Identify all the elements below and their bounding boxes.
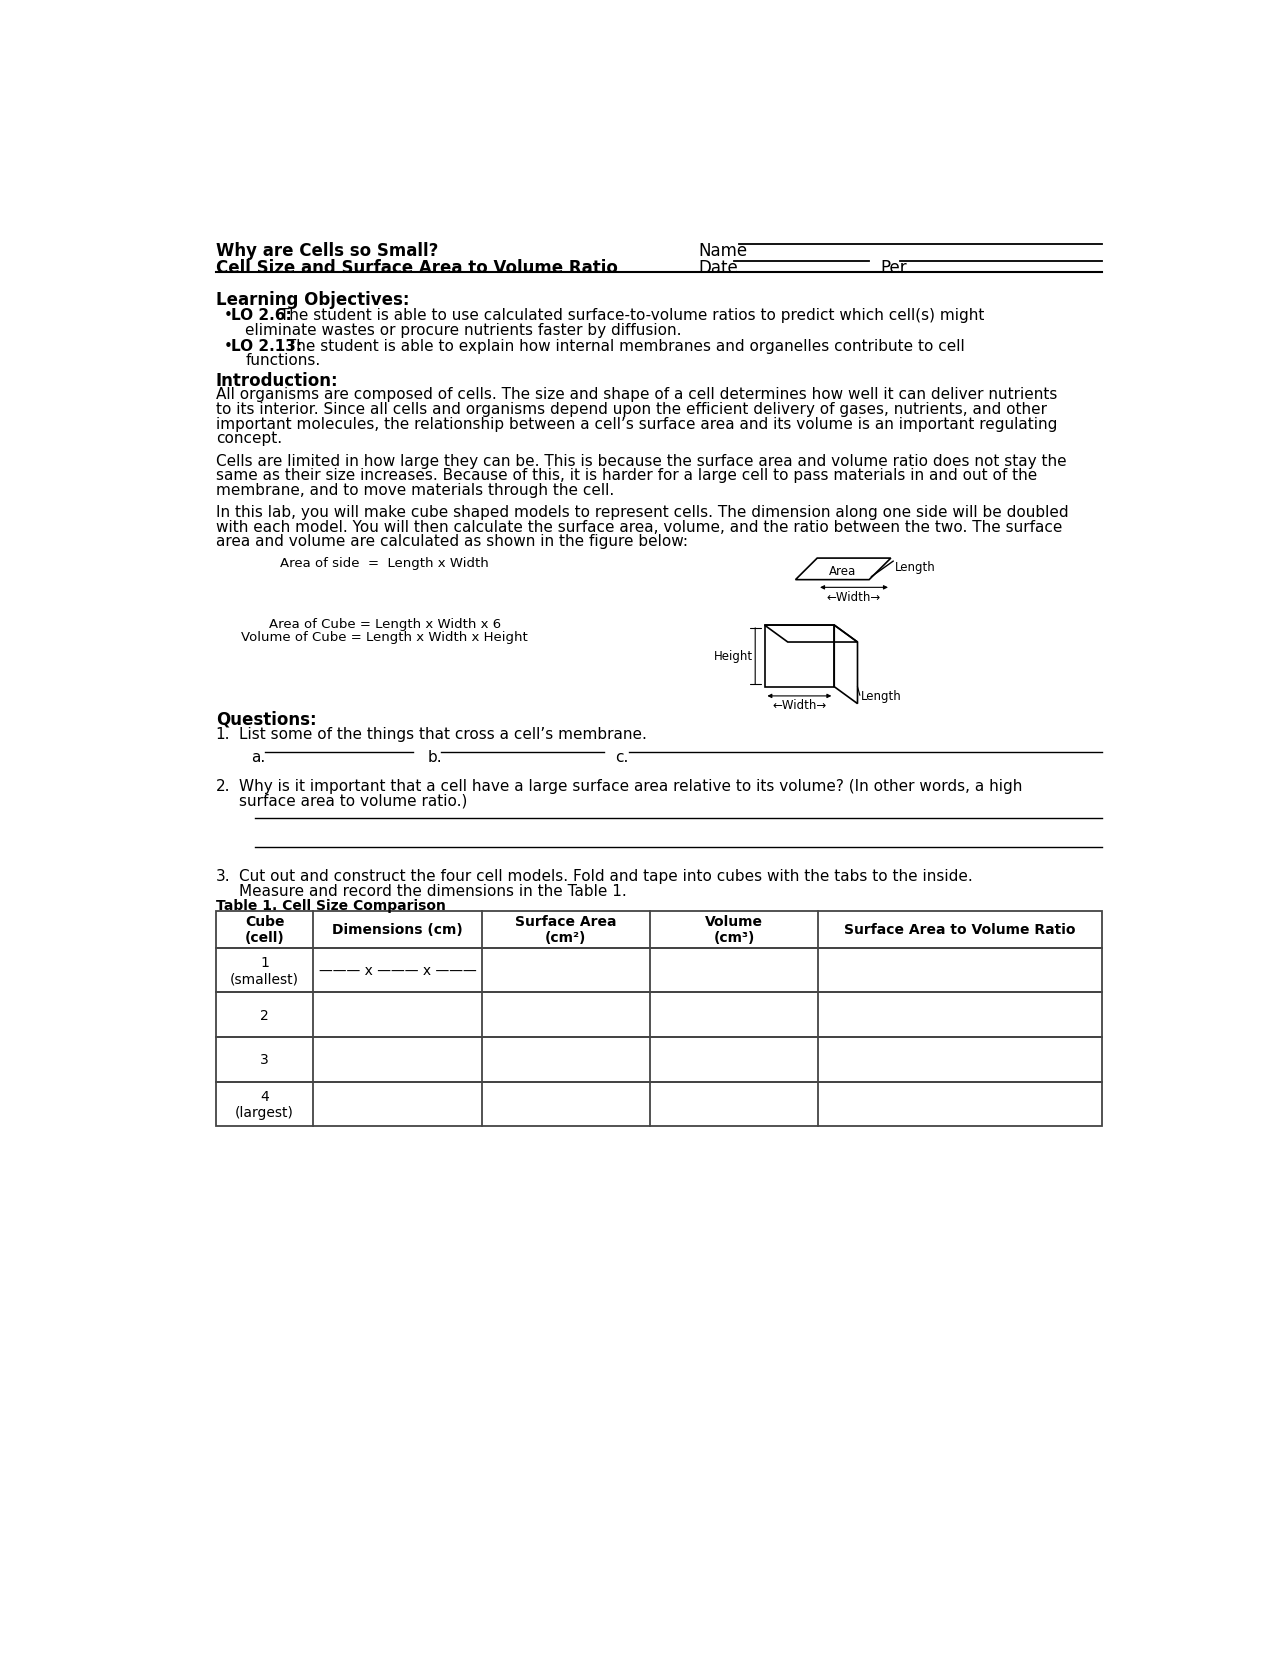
Bar bbox=[216, 1038, 1102, 1082]
Text: In this lab, you will make cube shaped models to represent cells. The dimension : In this lab, you will make cube shaped m… bbox=[216, 505, 1069, 520]
Text: Date: Date bbox=[699, 258, 739, 276]
Text: a.: a. bbox=[251, 750, 265, 765]
Text: List some of the things that cross a cell’s membrane.: List some of the things that cross a cel… bbox=[239, 727, 646, 741]
Text: Volume
(cm³): Volume (cm³) bbox=[705, 915, 763, 945]
Text: 2: 2 bbox=[260, 1008, 269, 1023]
Text: 4
(largest): 4 (largest) bbox=[236, 1089, 294, 1119]
Text: Area: Area bbox=[829, 564, 856, 578]
Bar bbox=[216, 912, 1102, 948]
Text: •: • bbox=[224, 308, 233, 323]
Text: All organisms are composed of cells. The size and shape of a cell determines how: All organisms are composed of cells. The… bbox=[216, 387, 1057, 402]
Text: Measure and record the dimensions in the Table 1.: Measure and record the dimensions in the… bbox=[239, 884, 627, 899]
Text: Cells are limited in how large they can be. This is because the surface area and: Cells are limited in how large they can … bbox=[216, 453, 1066, 468]
Text: Length: Length bbox=[860, 688, 901, 702]
Bar bbox=[216, 1082, 1102, 1127]
Text: 2.: 2. bbox=[216, 780, 230, 794]
Text: Per: Per bbox=[879, 258, 906, 276]
Text: ←Width→: ←Width→ bbox=[827, 591, 881, 604]
Text: surface area to volume ratio.): surface area to volume ratio.) bbox=[239, 793, 467, 808]
Text: same as their size increases. Because of this, it is harder for a large cell to : same as their size increases. Because of… bbox=[216, 468, 1037, 483]
Text: membrane, and to move materials through the cell.: membrane, and to move materials through … bbox=[216, 483, 614, 498]
Text: 1.: 1. bbox=[216, 727, 230, 741]
Text: Introduction:: Introduction: bbox=[216, 372, 338, 389]
Text: to its interior. Since all cells and organisms depend upon the efficient deliver: to its interior. Since all cells and org… bbox=[216, 402, 1047, 417]
Text: b.: b. bbox=[428, 750, 442, 765]
Text: ←Width→: ←Width→ bbox=[772, 698, 827, 712]
Text: LO 2.6:: LO 2.6: bbox=[232, 308, 292, 323]
Text: Surface Area to Volume Ratio: Surface Area to Volume Ratio bbox=[844, 923, 1075, 937]
Text: Cut out and construct the four cell models. Fold and tape into cubes with the ta: Cut out and construct the four cell mode… bbox=[239, 869, 973, 884]
Text: functions.: functions. bbox=[246, 353, 320, 369]
Text: concept.: concept. bbox=[216, 430, 282, 445]
Text: important molecules, the relationship between a cell’s surface area and its volu: important molecules, the relationship be… bbox=[216, 417, 1057, 432]
Text: eliminate wastes or procure nutrients faster by diffusion.: eliminate wastes or procure nutrients fa… bbox=[246, 323, 682, 338]
Text: 3.: 3. bbox=[216, 869, 230, 884]
Text: area and volume are calculated as shown in the figure below:: area and volume are calculated as shown … bbox=[216, 535, 687, 549]
Text: The student is able to explain how internal membranes and organelles contribute : The student is able to explain how inter… bbox=[283, 339, 965, 354]
Text: ——— x ——— x ———: ——— x ——— x ——— bbox=[319, 963, 476, 978]
Bar bbox=[216, 948, 1102, 993]
Text: Surface Area
(cm²): Surface Area (cm²) bbox=[515, 915, 617, 945]
Text: Dimensions (cm): Dimensions (cm) bbox=[332, 923, 463, 937]
Text: Volume of Cube = Length x Width x Height: Volume of Cube = Length x Width x Height bbox=[242, 631, 529, 644]
Text: Learning Objectives:: Learning Objectives: bbox=[216, 291, 410, 309]
Text: Height: Height bbox=[714, 650, 753, 664]
Text: •: • bbox=[224, 339, 233, 354]
Text: Why is it important that a cell have a large surface area relative to its volume: Why is it important that a cell have a l… bbox=[239, 780, 1023, 794]
Text: c.: c. bbox=[614, 750, 628, 765]
Text: Questions:: Questions: bbox=[216, 710, 316, 728]
Text: LO 2.13:: LO 2.13: bbox=[232, 339, 302, 354]
Text: 1
(smallest): 1 (smallest) bbox=[230, 955, 300, 985]
Text: Cube
(cell): Cube (cell) bbox=[244, 915, 284, 945]
Text: 3: 3 bbox=[260, 1053, 269, 1067]
Text: Area of side  =  Length x Width: Area of side = Length x Width bbox=[280, 556, 489, 569]
Text: The student is able to use calculated surface-to-volume ratios to predict which : The student is able to use calculated su… bbox=[275, 308, 984, 323]
Text: Length: Length bbox=[895, 561, 936, 573]
Text: with each model. You will then calculate the surface area, volume, and the ratio: with each model. You will then calculate… bbox=[216, 520, 1062, 535]
Text: Cell Size and Surface Area to Volume Ratio: Cell Size and Surface Area to Volume Rat… bbox=[216, 258, 618, 276]
Text: Why are Cells so Small?: Why are Cells so Small? bbox=[216, 242, 438, 260]
Text: Table 1. Cell Size Comparison: Table 1. Cell Size Comparison bbox=[216, 899, 445, 914]
Text: Area of Cube = Length x Width x 6: Area of Cube = Length x Width x 6 bbox=[269, 617, 500, 631]
Bar bbox=[216, 993, 1102, 1038]
Text: Name: Name bbox=[699, 242, 748, 260]
